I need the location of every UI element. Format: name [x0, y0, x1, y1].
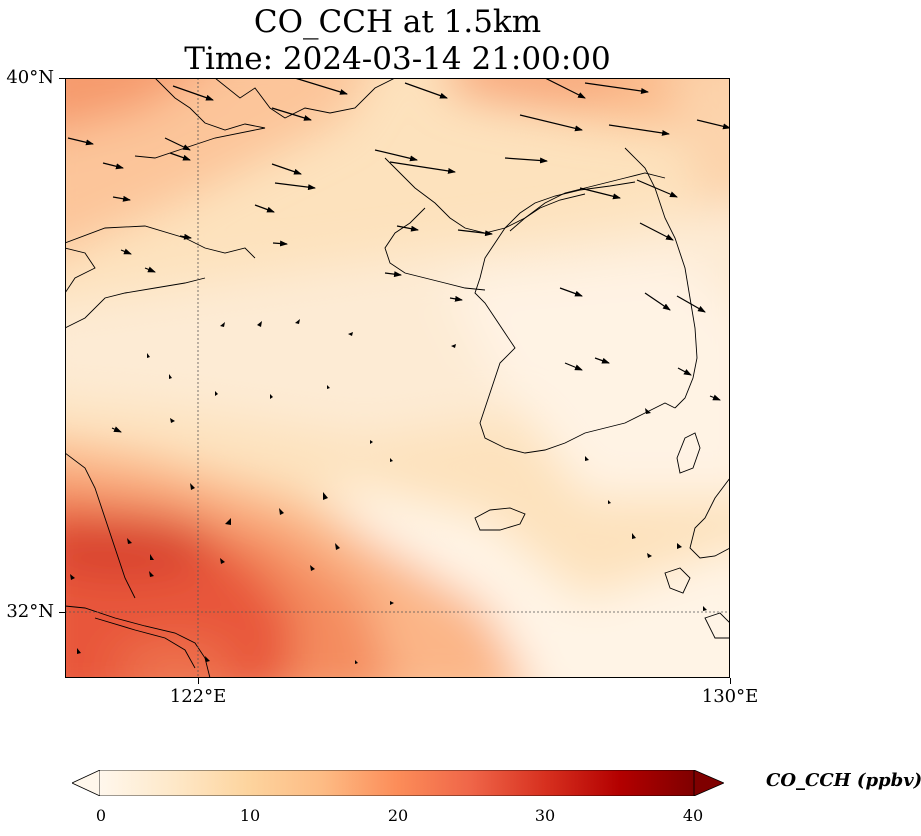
- concentration-field: [65, 78, 730, 678]
- map-plot-area: [65, 78, 730, 678]
- lat-label-32: 32°N: [6, 601, 54, 622]
- gridlines: [65, 78, 730, 678]
- colorbar-label: CO_CCH (ppbv): [766, 770, 921, 791]
- lon-label-122: 122°E: [169, 686, 227, 707]
- lat-tick-40: [59, 78, 65, 79]
- colorbar-tick-10: 10: [239, 806, 261, 825]
- lon-tick-122: [198, 678, 199, 684]
- colorbar-gradient: [100, 770, 694, 796]
- map-title-line1: CO_CCH at 1.5km: [253, 4, 542, 40]
- lon-label-130: 130°E: [701, 686, 759, 707]
- wind-vectors-small: [70, 319, 707, 664]
- colorbar-max-extend: [693, 770, 724, 796]
- colorbar: [72, 770, 724, 796]
- lat-label-40: 40°N: [6, 67, 54, 88]
- colorbar-min-extend: [72, 770, 101, 796]
- wind-vectors: [67, 78, 730, 433]
- coastlines: [65, 78, 730, 678]
- lat-tick-32: [59, 612, 65, 613]
- colorbar-tick-30: 30: [534, 806, 556, 825]
- map-title-line2: Time: 2024-03-14 21:00:00: [184, 41, 611, 77]
- lon-tick-130: [730, 678, 731, 684]
- colorbar-tick-0: 0: [95, 806, 107, 825]
- colorbar-tick-20: 20: [387, 806, 409, 825]
- colorbar-tick-40: 40: [682, 806, 704, 825]
